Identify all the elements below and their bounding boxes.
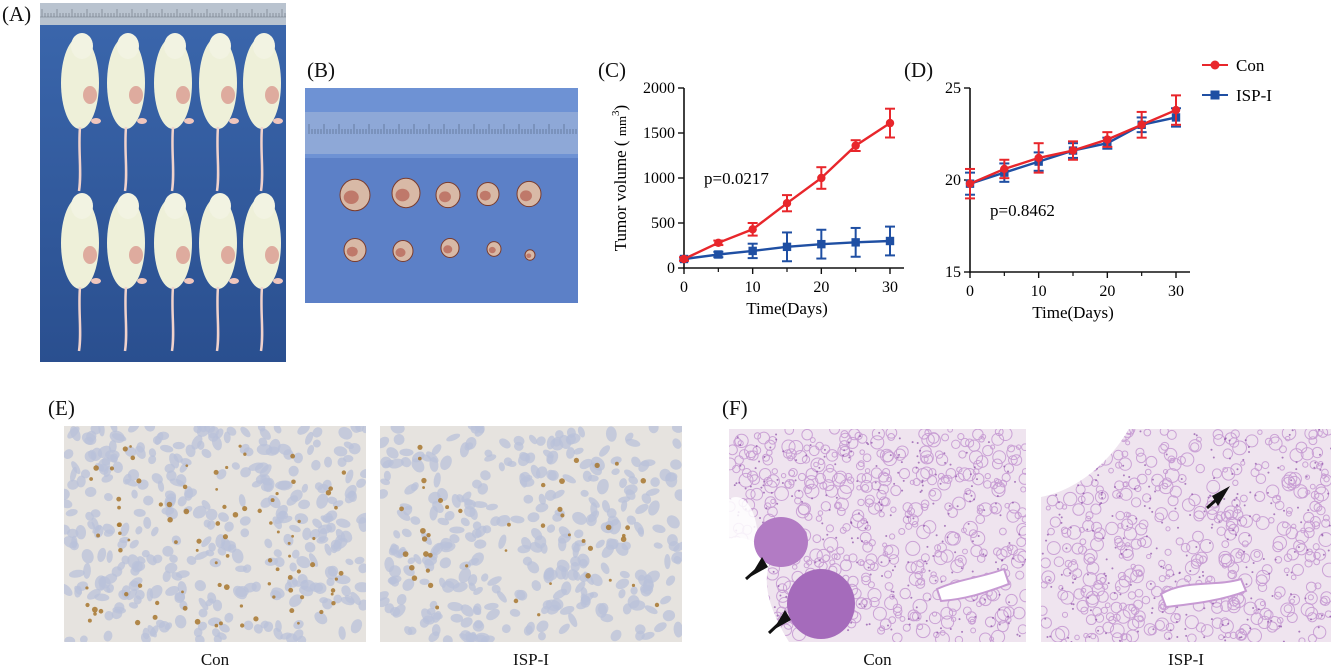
data-point [851,238,860,247]
data-point [748,225,757,234]
caption-e-isp: ISP-I [513,650,549,669]
data-point [1034,153,1043,163]
arrow-icon [745,557,768,581]
y-tick-label: 25 [945,80,961,97]
series-con [679,107,895,264]
panel-label-e: (E) [48,396,75,420]
p-value-annotation: p=0.8462 [990,201,1055,220]
y-tick-label: 1000 [643,170,675,187]
y-tick-label: 15 [945,264,961,281]
metastatic-nodule-large [787,569,855,639]
panel-label-c: (C) [598,58,626,82]
mouse [107,193,147,352]
x-axis-label: Time(Days) [746,299,828,318]
data-point [714,250,723,259]
x-tick-label: 0 [966,283,974,300]
data-point [1103,135,1112,144]
tumor-photo [305,88,578,303]
panel-label-a: (A) [2,2,32,26]
data-point [1137,120,1146,129]
data-point [885,118,895,128]
x-tick-label: 30 [882,279,898,296]
x-tick-label: 30 [1168,283,1184,300]
data-point [965,179,975,188]
data-point [817,239,826,249]
mouse [199,33,239,192]
legend-marker-con [1210,60,1220,70]
mouse [61,193,101,352]
data-point [679,254,689,264]
x-tick-label: 0 [680,279,688,296]
mouse [154,33,194,192]
legend-item-isp: ISP-I [1202,86,1272,105]
legend-label-con: Con [1236,56,1265,75]
data-point [714,238,723,247]
ihc-isp-image [380,426,682,642]
mouse [199,193,239,352]
x-tick-label: 10 [1031,283,1047,300]
y-axis-label: Tumor volume ( mm3) [610,105,630,251]
y-tick-label: 2000 [643,80,675,97]
data-point [817,173,826,183]
data-point [1068,146,1078,155]
data-point [1000,164,1009,174]
legend-marker-isp [1210,90,1220,100]
caption-f-con: Con [863,650,892,669]
series-con [965,94,1181,200]
ihc-con-image [64,426,366,642]
y-tick-label: 20 [945,172,961,189]
data-point [851,141,860,150]
caption-e-con: Con [200,650,230,669]
panel-label-d: (D) [904,58,934,82]
mouse [243,33,283,192]
y-tick-label: 1500 [643,125,675,142]
panel-label-f: (F) [722,396,748,420]
metastatic-nodule [754,517,808,567]
legend-label-isp: ISP-I [1236,86,1272,105]
body-weight-chart: 15 20 25 0 10 20 30 Time(Days) p=0.8462 [945,80,1190,322]
mice-photo [40,3,286,362]
mouse [61,33,101,192]
mouse [154,193,194,352]
x-tick-label: 20 [813,279,829,296]
mouse [107,33,147,192]
mouse [243,193,283,352]
p-value-annotation: p=0.0217 [704,169,769,188]
he-con-image [729,429,1026,642]
data-point [748,246,757,256]
data-point [885,236,895,246]
caption-f-isp: ISP-I [1168,650,1204,669]
chart-legend: Con ISP-I [1198,54,1318,114]
panel-label-b: (B) [307,58,335,82]
tumor-volume-chart: 0 500 1000 1500 2000 0 10 20 30 Time(Days) Tumor v… [610,80,904,318]
data-point [782,199,792,208]
y-tick-label: 0 [667,260,675,277]
x-axis-label: Time(Days) [1032,303,1114,322]
arrow-icon [767,610,791,635]
he-isp-image [1041,429,1331,642]
x-tick-label: 20 [1099,283,1115,300]
x-tick-label: 10 [745,279,761,296]
arrow-icon [1206,486,1230,510]
y-tick-label: 500 [651,215,675,232]
legend-item-con: Con [1202,56,1265,75]
data-point [1171,105,1181,115]
data-point [782,242,792,252]
